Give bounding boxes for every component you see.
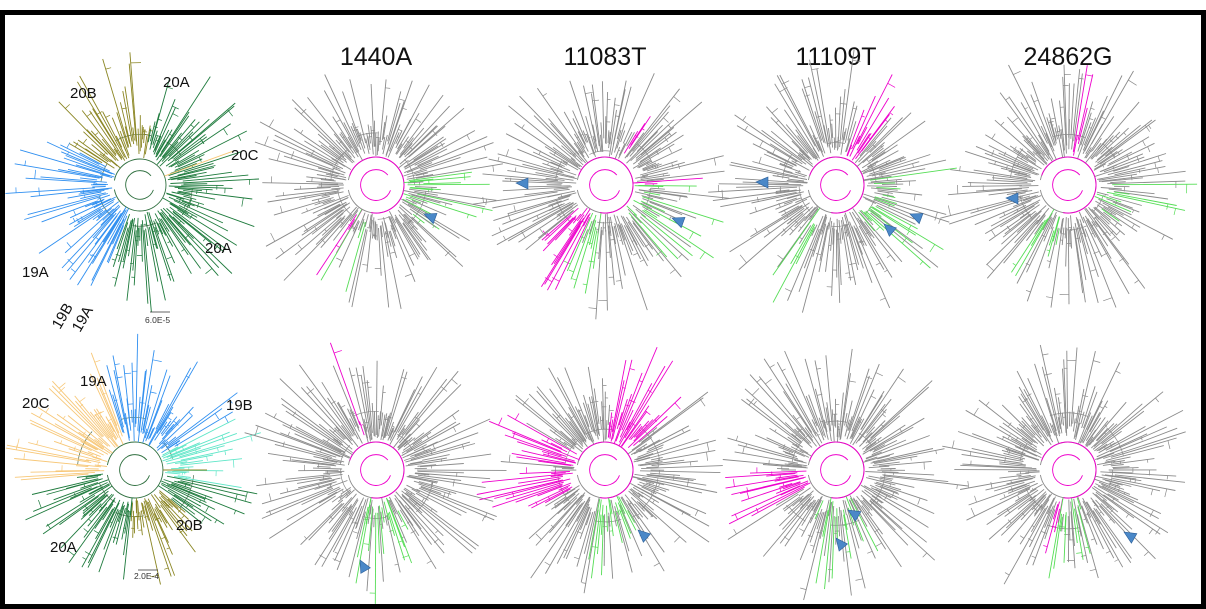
collapsed-clade-marker (755, 176, 769, 189)
clade-label-20A-bottom: 20A (50, 539, 77, 556)
collapsed-clade-marker (883, 223, 897, 237)
clade-label-20A-top: 20A (163, 74, 190, 91)
clade-label-20C-top: 20C (231, 147, 259, 164)
collapsed-clade-marker (1123, 531, 1138, 544)
header-24862G: 24862G (1024, 43, 1113, 71)
clade-label-19B-bottom: 19B (226, 397, 253, 414)
tree-top-1440A (254, 74, 503, 309)
collapsed-clade-marker (1005, 192, 1019, 205)
tree-top-24862G (940, 64, 1198, 308)
collapsed-clade-marker (515, 177, 529, 190)
scale-bar-label-bottom: 2.0E-4 (134, 571, 159, 581)
tree-panels (5, 49, 1198, 604)
collapsed-clade-marker (835, 537, 849, 552)
collapsed-clade-marker (359, 559, 371, 574)
scale-bar-label-top: 6.0E-5 (145, 315, 170, 325)
clade-label-20B-top: 20B (70, 85, 97, 102)
header-11109T: 11109T (795, 43, 876, 71)
reference-tree-top (5, 52, 260, 313)
tree-top-11083T (472, 73, 730, 320)
header-1440A: 1440A (340, 43, 413, 71)
tree-bottom-24862G (942, 344, 1186, 585)
reference-tree-bottom (5, 333, 261, 585)
collapsed-clade-marker (847, 509, 862, 522)
collapsed-clade-marker (909, 213, 924, 225)
clade-label-19A-top: 19A (22, 264, 49, 281)
clade-label-20B-bottom: 20B (176, 517, 203, 534)
clade-label-20A-lower-top: 20A (205, 240, 232, 257)
tree-bottom-11109T (722, 348, 969, 601)
header-11083T: 11083T (564, 43, 647, 71)
collapsed-clade-marker (671, 217, 686, 229)
collapsed-clade-marker (637, 529, 651, 543)
clade-label-20C-bottom: 20C (22, 395, 50, 412)
clade-label-19A-bottom: 19A (80, 373, 107, 390)
tree-top-11109T (708, 49, 957, 313)
tree-bottom-1440A (244, 342, 507, 604)
tree-bottom-11083T (476, 347, 723, 594)
collapsed-clade-marker (423, 213, 438, 225)
